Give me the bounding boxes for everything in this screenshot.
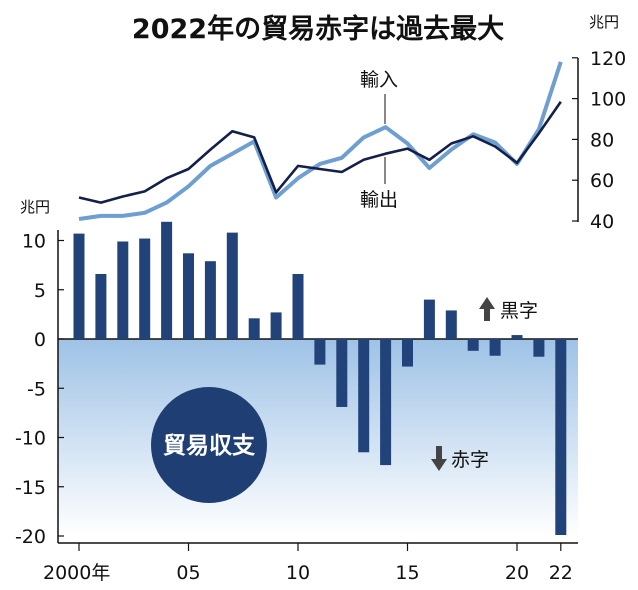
line-ytick-label: 100 [590,89,626,111]
bar-2007 [226,232,238,339]
line-ytick-label: 120 [590,48,626,70]
bar-2005 [183,253,194,339]
line-ytick-label: 40 [590,211,614,233]
line-unit-label: 兆円 [589,13,619,31]
bar-ytick-label: -5 [27,378,46,400]
bar-2002 [117,241,129,339]
bar-2011 [314,339,326,365]
xtick-label: 22 [549,562,573,584]
bar-2003 [139,238,151,339]
xtick-label: 2000年 [43,562,110,584]
bar-2013 [358,339,370,453]
bar-2006 [204,261,216,339]
bar-2018 [467,339,479,351]
deficit-area [58,339,578,536]
series-line-export [78,100,562,204]
surplus-label: 黒字 [500,300,538,322]
bar-ytick-label: -15 [15,477,46,499]
deficit-label: 赤字 [451,449,489,471]
xtick-label: 05 [176,562,200,584]
bar-2009 [270,312,282,339]
bar-2004 [161,221,173,339]
series-label-import: 輸入 [360,69,398,91]
trade-balance-badge [151,387,267,503]
bar-ytick-label: -10 [15,428,46,450]
line-ytick-label: 60 [590,170,614,192]
bar-2017 [445,310,457,339]
bar-2021 [533,339,545,357]
xtick-label: 15 [395,562,419,584]
bar-ytick-label: 10 [22,231,46,253]
bar-unit-label: 兆円 [20,198,50,216]
bar-2001 [95,273,107,339]
trade-balance-badge-label: 貿易収支 [163,433,256,459]
bar-2008 [248,318,260,339]
bar-2000 [73,233,85,339]
up-arrow-icon [479,297,495,321]
line-ytick-label: 80 [590,129,614,151]
bar-2016 [423,299,435,339]
bar-2010 [292,273,304,339]
bar-2015 [402,339,413,367]
bar-2022 [555,339,567,536]
xtick-label: 20 [505,562,529,584]
chart-title: 2022年の貿易赤字は過去最大 [132,13,504,45]
down-arrow-icon [431,446,447,471]
xtick-label: 10 [286,562,310,584]
bar-2020 [511,335,523,339]
bar-2012 [336,339,348,407]
bar-2014 [380,339,392,466]
bar-ytick-label: 5 [34,280,46,302]
bar-ytick-label: 0 [34,329,46,351]
bar-2019 [489,339,501,356]
series-line-import [78,61,563,221]
bar-ytick-label: -20 [15,526,46,548]
series-label-export: 輸出 [360,189,398,211]
